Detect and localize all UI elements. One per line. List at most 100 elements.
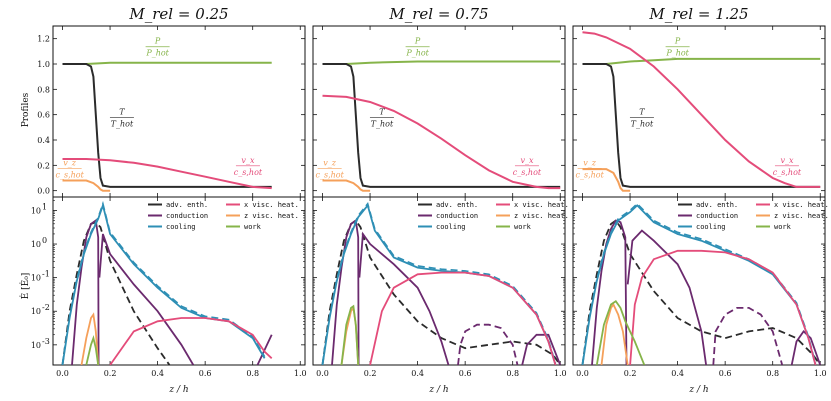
bottom-series-cond <box>521 333 562 365</box>
bottom-series-cond <box>358 231 450 365</box>
pressure-label-den: P_hot <box>665 49 689 58</box>
xtick-label: 0.0 <box>576 369 589 378</box>
ylabel-bottom: Ė [Ė₀] <box>19 273 31 300</box>
figure-labels: Profiles Ė [Ė₀] <box>19 92 31 299</box>
xtick-label: 0.8 <box>766 369 779 378</box>
xtick-label: 0.2 <box>364 369 377 378</box>
bottom-ytick-exp: -1 <box>42 270 50 279</box>
vx-label-den: c_s,hot <box>773 168 802 177</box>
pressure-label-num: P <box>414 37 421 46</box>
top-ytick-label: 0.2 <box>37 161 50 170</box>
panels: M_rel = 0.25 0.0 0.2 0.4 0.6 0.8 1.0 1.2 P P_hot T… <box>31 5 829 395</box>
vx-label-den: c_s,hot <box>234 168 263 177</box>
vz-label-den: c_s,hot <box>55 170 84 179</box>
temp-label-den: T_hot <box>371 120 394 129</box>
top-ytick-label: 0.6 <box>37 111 50 120</box>
bottom-series-cond <box>457 323 519 365</box>
bottom-ytick-exp: 0 <box>42 236 47 245</box>
bottom-ytick-exp: 1 <box>42 202 47 211</box>
vz-label-den: c_s,hot <box>575 170 604 179</box>
temp-label-num: T <box>379 108 385 117</box>
top-series-adv <box>322 63 561 188</box>
bottom-series-zvisc <box>80 312 100 365</box>
top-series-zvisc <box>582 168 631 192</box>
top-series-work <box>582 57 821 65</box>
xtick-label: 1.0 <box>814 369 827 378</box>
bottom-series-cond <box>790 330 822 365</box>
xtick-label: 0.2 <box>104 369 117 378</box>
bottom-ytick-exp: -2 <box>42 303 50 312</box>
pressure-label-num: P <box>674 37 681 46</box>
pressure-label-den: P_hot <box>145 49 169 58</box>
legend-label-work: work <box>514 223 532 231</box>
temp-label-den: T_hot <box>111 120 134 129</box>
top-ytick-label: 0.8 <box>37 85 50 94</box>
xtick-label: 0.6 <box>459 369 472 378</box>
panel-1: M_rel = 0.75 P P_hot T T_hot v_x c_s,hot v_z c_s… <box>312 5 569 395</box>
panel-title: M_rel = 1.25 <box>648 5 748 23</box>
legend-label-xvisc: x visc. heat. <box>514 201 569 209</box>
bottom-ytick-label: 10 <box>31 341 41 350</box>
xtick-label: 0.4 <box>151 369 164 378</box>
vz-label-num: v_z <box>323 158 337 167</box>
bottom-series-zvisc <box>600 302 629 365</box>
xlabel: z / h <box>168 385 188 395</box>
panel-0: M_rel = 0.25 0.0 0.2 0.4 0.6 0.8 1.0 1.2 P P_hot T… <box>31 5 307 395</box>
temp-label-den: T_hot <box>631 120 654 129</box>
xtick-label: 0.8 <box>246 369 259 378</box>
top-series-xvisc <box>582 31 821 188</box>
top-ytick-label: 0.0 <box>37 187 50 196</box>
legend-label-adv: adv. enth. <box>696 201 738 209</box>
bottom-series-work <box>85 334 100 365</box>
bottom-series-cond <box>256 334 273 365</box>
legend-label-xvisc: x visc. heat. <box>774 201 829 209</box>
bottom-ytick-label: 10 <box>31 240 41 249</box>
top-series-zvisc <box>322 179 371 192</box>
bottom-series-xvisc <box>109 317 273 365</box>
xtick-label: 1.0 <box>554 369 567 378</box>
bottom-series-group <box>321 201 562 365</box>
bottom-ytick-label: 10 <box>31 307 41 316</box>
legend-label-cool: cooling <box>166 223 196 231</box>
vx-label-num: v_x <box>520 156 534 165</box>
legend-label-work: work <box>244 223 262 231</box>
bottom-series-cool <box>61 200 266 364</box>
xtick-label: 1.0 <box>294 369 307 378</box>
ylabel-top: Profiles <box>21 92 31 127</box>
bottom-series-cool <box>581 202 817 364</box>
temp-label-num: T <box>639 108 645 117</box>
legend-label-cool: cooling <box>696 223 726 231</box>
legend-label-adv: adv. enth. <box>436 201 478 209</box>
xlabel: z / h <box>688 385 708 395</box>
top-series-work <box>322 60 561 65</box>
bottom-series-cond <box>591 219 628 365</box>
bottom-series-work <box>340 304 360 365</box>
bottom-series-adv <box>321 219 561 365</box>
legend-label-xvisc: x visc. heat. <box>244 201 299 209</box>
legend-label-zvisc: z visc. heat. <box>774 212 829 220</box>
bottom-series-adv <box>581 219 821 365</box>
legend-label-zvisc: z visc. heat. <box>514 212 569 220</box>
top-ytick-label: 1.0 <box>37 60 50 69</box>
legend-label-cool: cooling <box>436 223 466 231</box>
bottom-series-cond <box>712 307 784 365</box>
bottom-series-work <box>595 299 646 365</box>
legend-label-zvisc: z visc. heat. <box>244 212 299 220</box>
bottom-series-xvisc <box>629 249 817 365</box>
bottom-ytick-exp: -3 <box>42 337 50 346</box>
top-series-work <box>62 61 272 65</box>
pressure-label-den: P_hot <box>405 49 429 58</box>
bottom-series-xvisc <box>369 271 557 365</box>
vz-label-num: v_z <box>583 158 597 167</box>
xtick-label: 0.6 <box>719 369 732 378</box>
bottom-series-cool <box>321 201 557 364</box>
temp-label-num: T <box>119 108 125 117</box>
top-ytick-label: 0.4 <box>37 136 50 145</box>
vx-label-num: v_x <box>780 156 794 165</box>
top-series-adv <box>62 63 272 188</box>
legend-label-cond: conduction <box>696 212 738 220</box>
vz-label-den: c_s,hot <box>315 170 344 179</box>
xtick-label: 0.0 <box>56 369 69 378</box>
top-series-zvisc <box>62 179 111 192</box>
